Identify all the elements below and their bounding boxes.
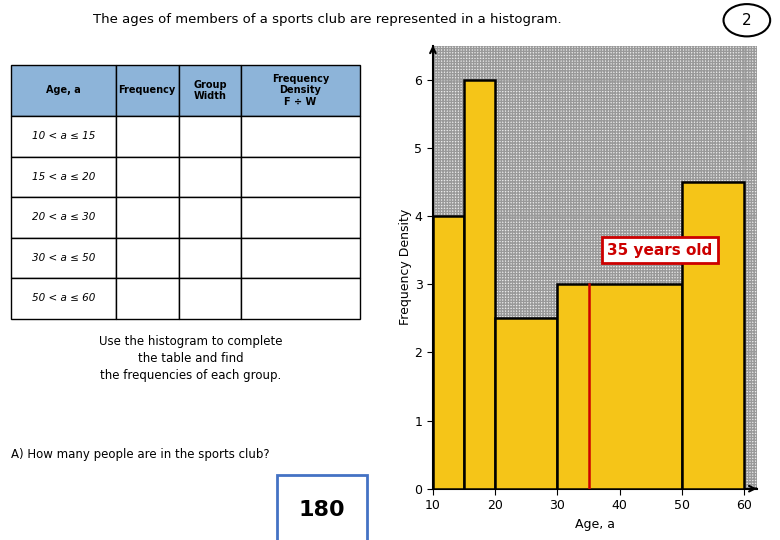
FancyBboxPatch shape [241,197,360,238]
FancyBboxPatch shape [241,238,360,278]
Text: 10 < a ≤ 15: 10 < a ≤ 15 [32,131,95,141]
Text: Frequency: Frequency [119,85,176,96]
Text: 2: 2 [742,13,752,28]
FancyBboxPatch shape [241,116,360,157]
FancyBboxPatch shape [179,278,241,319]
FancyBboxPatch shape [12,157,116,197]
Text: Use the histogram to complete
the table and find
the frequencies of each group.: Use the histogram to complete the table … [99,335,283,382]
FancyBboxPatch shape [12,65,116,116]
FancyBboxPatch shape [116,65,179,116]
Text: 20 < a ≤ 30: 20 < a ≤ 30 [32,212,95,222]
FancyBboxPatch shape [116,157,179,197]
Text: 180: 180 [299,500,346,521]
Text: 15 < a ≤ 20: 15 < a ≤ 20 [32,172,95,182]
FancyBboxPatch shape [277,475,367,540]
FancyBboxPatch shape [241,65,360,116]
FancyBboxPatch shape [179,65,241,116]
Bar [464,80,495,489]
Text: Frequency
Density
F ÷ W: Frequency Density F ÷ W [271,74,329,107]
FancyBboxPatch shape [116,197,179,238]
Bar [558,285,682,489]
Text: A) How many people are in the sports club?: A) How many people are in the sports clu… [12,448,270,461]
X-axis label: Age, a: Age, a [575,518,615,531]
FancyBboxPatch shape [116,278,179,319]
FancyBboxPatch shape [179,197,241,238]
FancyBboxPatch shape [116,116,179,157]
FancyBboxPatch shape [179,116,241,157]
Bar [495,319,558,489]
FancyBboxPatch shape [12,116,116,157]
FancyBboxPatch shape [179,157,241,197]
Bar [682,182,744,489]
FancyBboxPatch shape [12,238,116,278]
FancyBboxPatch shape [241,278,360,319]
FancyBboxPatch shape [12,197,116,238]
Bar [433,216,464,489]
FancyBboxPatch shape [241,157,360,197]
Text: 50 < a ≤ 60: 50 < a ≤ 60 [32,293,95,303]
Text: The ages of members of a sports club are represented in a histogram.: The ages of members of a sports club are… [94,14,562,26]
Text: Age, a: Age, a [46,85,81,96]
Text: 30 < a ≤ 50: 30 < a ≤ 50 [32,253,95,263]
Text: Group
Width: Group Width [193,79,227,102]
FancyBboxPatch shape [12,278,116,319]
Text: 35 years old: 35 years old [607,243,712,258]
FancyBboxPatch shape [116,238,179,278]
FancyBboxPatch shape [179,238,241,278]
Y-axis label: Frequency Density: Frequency Density [399,209,412,326]
